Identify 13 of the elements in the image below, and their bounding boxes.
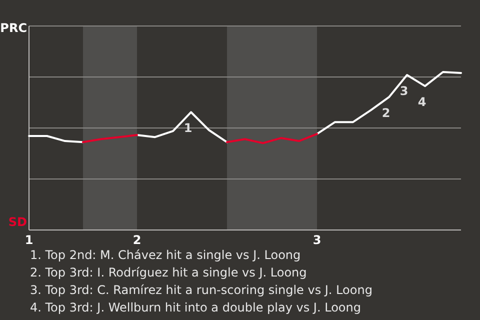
text: SD bbox=[8, 215, 28, 229]
annotation: 1 bbox=[184, 121, 192, 136]
x-tick-label: 3 bbox=[312, 233, 322, 247]
x-tick-label: 1 bbox=[24, 233, 34, 247]
annotation: 4 bbox=[418, 95, 426, 110]
x-tick-label: 2 bbox=[132, 233, 142, 247]
text: 1. Top 2nd: M. Chávez hit a single vs J. Loong bbox=[30, 248, 301, 262]
text: PRC bbox=[0, 21, 28, 35]
annotation: 2 bbox=[382, 106, 390, 120]
annotation: 3 bbox=[400, 84, 408, 98]
text: 3. Top 3rd: C. Ramírez hit a run-scoring single vs J. Loong bbox=[30, 283, 372, 297]
text: 2. Top 3rd: I. Rodríguez hit a single vs J. Loong bbox=[30, 266, 307, 280]
text: 4. Top 3rd: J. Wellburn hit into a double play vs J. Loong bbox=[30, 300, 361, 314]
